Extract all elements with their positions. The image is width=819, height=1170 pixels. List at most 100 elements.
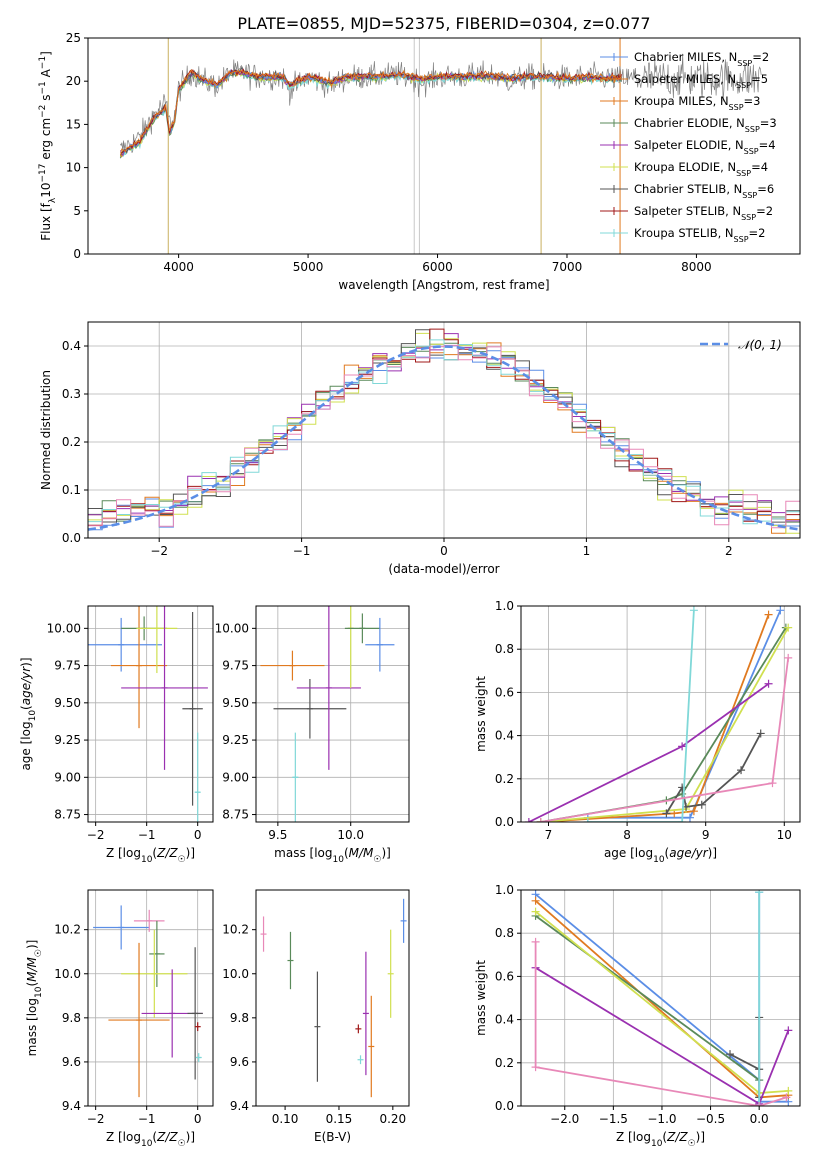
y-tick-label: 10	[66, 161, 81, 175]
y-tick-label: 10.2	[222, 923, 249, 937]
legend-entry: 𝒩(0, 1)	[738, 338, 782, 352]
axes-frame	[87, 889, 214, 1107]
weight-marker	[755, 1102, 764, 1106]
label-part: ☉	[178, 855, 186, 865]
x-tick-label: 10.0	[337, 828, 364, 842]
weight-series-line	[540, 614, 770, 822]
mass-vs-ebv-panel: 0.10 0.15 0.20 9.4 9.6 9.8 10.0 10.2 E(B-V)	[222, 889, 410, 1144]
legend-sub: SSP	[741, 213, 756, 222]
legend-suffix: =5	[751, 72, 768, 86]
label-part: wavelength [Angstrom, rest frame]	[338, 278, 549, 292]
weight-marker	[678, 818, 687, 822]
label-part: Z/Z	[666, 1130, 688, 1144]
y-tick-label: 1.0	[495, 883, 514, 897]
axes-overlay: −2 −1 09.49.69.810.010.2Z [log10(Z/Z☉)]mas…	[25, 889, 214, 1149]
axes-overlay: 4000 5000 6000 7000 8000 0 5 10 15 20 25 wavelength…	[38, 31, 801, 292]
legend-entry: Salpeter MILES, NSSP=5	[634, 72, 768, 90]
x-tick-label: 7000	[552, 260, 583, 274]
label-part: 10	[653, 855, 665, 865]
y-tick-label: 15	[66, 117, 81, 131]
axes-frame	[87, 605, 214, 823]
y-tick-label: 0.4	[495, 729, 514, 743]
y-tick-label: 20	[66, 74, 81, 88]
plot-area	[93, 905, 203, 1098]
weight-marker	[531, 1063, 540, 1072]
y-tick-label: 9.75	[222, 659, 249, 673]
legend-suffix: =2	[756, 204, 773, 218]
legend-suffix: =2	[752, 50, 769, 64]
x-tick-label: 8000	[681, 260, 712, 274]
label-part: Normed distribution	[39, 370, 53, 490]
y-tick-label: 9.8	[62, 1011, 81, 1025]
massweight-vs-z-panel: −2.0 −1.5 −1.0 −0.5 0.0 0.0 0.2 0.4 0.6 0.8 1.0 Z […	[474, 883, 801, 1149]
x-axis-label: mass [log10(M/M☉)]	[274, 846, 391, 865]
weight-series-line	[535, 915, 760, 1081]
x-tick-label: 10	[777, 828, 792, 842]
y-tick-label: 0.8	[495, 642, 514, 656]
label-part: mass [log	[274, 846, 332, 860]
x-tick-label: −0.5	[696, 1112, 725, 1126]
y-axis-label: Flux [fλ10−17 erg cm−2 s−1 A−1]	[38, 51, 58, 241]
plot-area	[88, 606, 208, 822]
weight-marker	[764, 610, 773, 619]
y-tick-label: 1.0	[495, 599, 514, 613]
label-part: 10	[28, 710, 38, 722]
weight-series-line	[528, 683, 770, 822]
legend-label: Chabrier MILES, N	[634, 50, 737, 64]
weight-series-line	[534, 941, 787, 1106]
x-tick-label: −2	[150, 544, 168, 558]
y-tick-label: 9.00	[54, 770, 81, 784]
y-axis-label: age [log10(age/yr)]	[19, 657, 38, 770]
label-part: (	[344, 846, 349, 860]
x-tick-label: 2	[725, 544, 733, 558]
x-tick-label: 0.15	[326, 1112, 353, 1126]
label-part: Z/Z	[156, 846, 178, 860]
label-part: 10	[333, 855, 345, 865]
label-part: erg cm	[39, 118, 53, 164]
legend: 𝒩(0, 1)	[700, 338, 782, 352]
weight-marker	[782, 1093, 791, 1102]
x-axis-label: age [log10(age/yr)]	[604, 846, 717, 865]
x-axis-label: Z [log10(Z/Z☉)]	[106, 846, 195, 865]
label-part: Z/Z	[156, 1130, 178, 1144]
label-part: E(B-V)	[314, 1130, 351, 1144]
y-tick-label: 0.3	[62, 387, 81, 401]
x-axis-label: (data-model)/error	[388, 562, 499, 576]
x-tick-label: −2.0	[550, 1112, 579, 1126]
legend-suffix: =3	[760, 116, 777, 130]
x-tick-label: 1	[583, 544, 591, 558]
y-tick-label: 0.6	[495, 969, 514, 983]
label-part: (	[19, 705, 33, 710]
weight-marker	[583, 818, 592, 822]
weight-marker	[756, 729, 765, 738]
x-tick-label: 0	[440, 544, 448, 558]
y-tick-label: 0.8	[495, 926, 514, 940]
label-part: −2	[38, 105, 48, 118]
axes-frame	[255, 889, 410, 1107]
y-tick-label: 9.8	[230, 1011, 249, 1025]
weight-series-line	[665, 732, 762, 814]
legend-suffix: =6	[757, 182, 774, 196]
legend-label: Salpeter ELODIE, N	[634, 138, 744, 152]
weight-marker	[768, 779, 777, 788]
y-tick-label: 0.4	[495, 1013, 514, 1027]
y-tick-label: 0.2	[495, 772, 514, 786]
legend-label: Kroupa ELODIE, N	[634, 160, 736, 174]
plot-area	[531, 890, 793, 1106]
x-tick-label: 7	[545, 828, 553, 842]
y-tick-label: 0.0	[62, 531, 81, 545]
x-tick-label: 4000	[163, 260, 194, 274]
plot-area	[524, 606, 793, 822]
x-tick-label: −2	[87, 1112, 105, 1126]
weight-series-line	[540, 627, 789, 822]
x-axis-label: Z [log10(Z/Z☉)]	[616, 1130, 705, 1149]
mass-vs-z-panel: −2 −1 09.49.69.810.010.2Z [log10(Z/Z☉)]mas…	[25, 889, 214, 1149]
label-part: λ	[48, 197, 58, 203]
y-tick-label: 9.50	[222, 696, 249, 710]
label-part: −1	[38, 56, 48, 69]
y-tick-label: 0.0	[495, 815, 514, 829]
weight-marker	[662, 809, 671, 818]
